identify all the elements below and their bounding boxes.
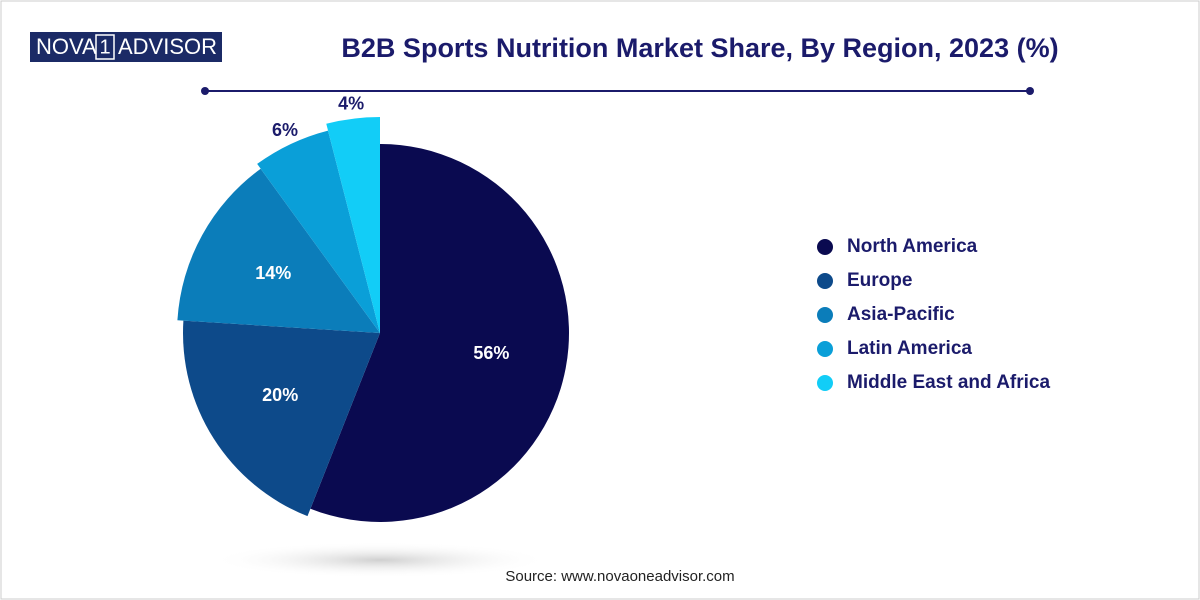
data-label: 14% [255,263,291,283]
pie-slice [326,117,380,333]
data-label: 56% [473,343,509,363]
pie-slice [183,320,380,517]
legend-swatch [817,307,833,323]
source: Source: www.novaoneadvisor.com [505,568,734,585]
rule-dot [201,87,209,95]
logo-left: NOVA [36,34,97,59]
logo-mark: 1 [99,36,110,58]
pie-slice [177,168,380,333]
pie-slice [257,130,380,333]
legend-label: Europe [847,270,912,291]
legend-swatch [817,273,833,289]
legend-swatch [817,341,833,357]
data-label: 4% [338,94,364,114]
pie-shadow [210,542,550,578]
data-label: 20% [262,385,298,405]
pie-slice [310,144,569,522]
logo-mark-box [95,34,115,60]
logo-box [30,32,222,62]
legend-swatch [817,375,833,391]
logo-right: ADVISOR [118,34,217,59]
legend-label: Latin America [847,338,972,359]
legend-label: Asia-Pacific [847,304,955,325]
legend-label: North America [847,236,978,257]
data-label: 6% [272,120,298,140]
chart-title: B2B Sports Nutrition Market Share, By Re… [341,33,1058,63]
rule-dot [1026,87,1034,95]
legend-swatch [817,239,833,255]
legend-label: Middle East and Africa [847,372,1050,393]
